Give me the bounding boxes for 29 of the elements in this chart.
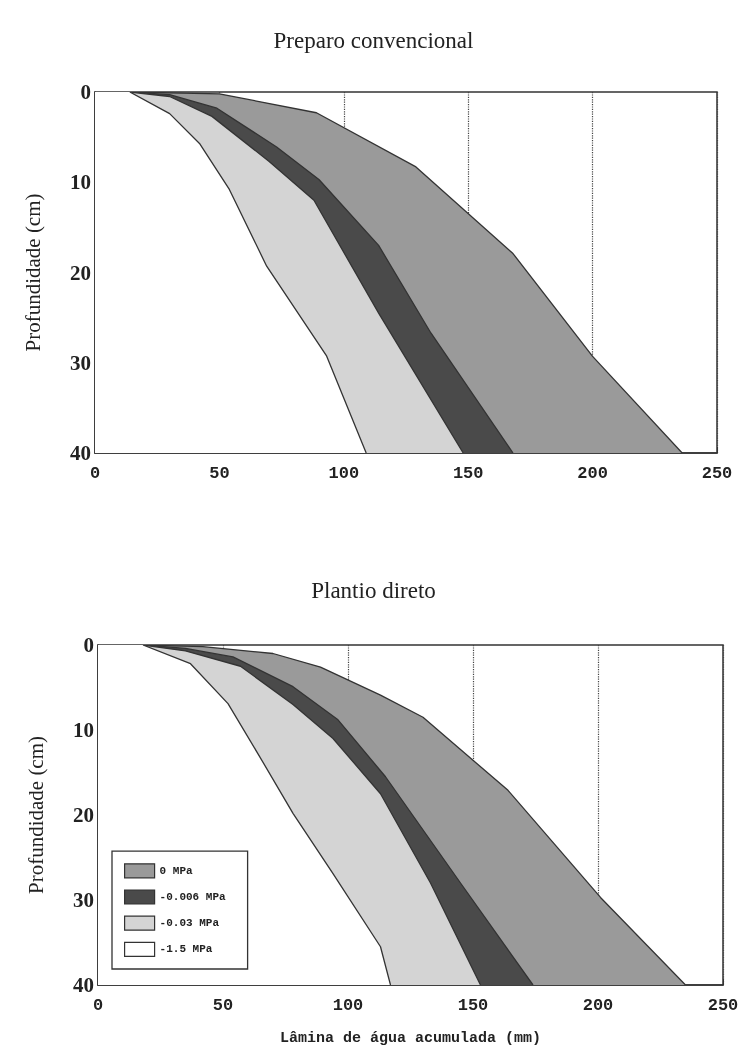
x-tick-label: 100	[332, 996, 364, 1015]
y-tick-label: 30	[70, 350, 91, 375]
chart-title: Plantio direto	[311, 578, 436, 603]
y-axis-title: Profundidade (cm)	[23, 735, 48, 895]
x-tick-label: 100	[328, 464, 360, 483]
y-tick-label: 10	[73, 718, 94, 742]
y-tick-label: 30	[73, 888, 94, 912]
x-tick-label: 50	[212, 996, 234, 1015]
x-tick-label: 250	[707, 996, 739, 1015]
x-tick-label: 150	[452, 464, 484, 483]
x-tick-label: 200	[577, 464, 608, 483]
legend-label: 0 MPa	[159, 864, 193, 877]
y-tick-label: 20	[70, 260, 91, 285]
y-tick-label: 10	[70, 170, 91, 195]
x-tick-label: 150	[457, 996, 489, 1015]
chart-title: Preparo convencional	[273, 28, 474, 53]
y-tick-label: 0	[83, 633, 94, 657]
legend-label: -0.006 MPa	[159, 891, 227, 903]
y-axis-title: Profundidade (cm)	[20, 193, 45, 352]
legend-label: -1.5 MPa	[159, 943, 213, 956]
x-tick-label: 50	[209, 464, 230, 483]
y-tick-label: 0	[80, 80, 91, 104]
legend-label: -0.03 MPa	[159, 917, 220, 930]
y-tick-label: 20	[73, 803, 94, 827]
x-tick-label: 250	[701, 464, 733, 483]
y-tick-label: 40	[73, 973, 94, 997]
x-tick-label: 200	[582, 996, 614, 1015]
x-axis-title: Lâmina de água acumulada (mm)	[279, 1030, 542, 1047]
y-tick-label: 40	[70, 441, 91, 465]
